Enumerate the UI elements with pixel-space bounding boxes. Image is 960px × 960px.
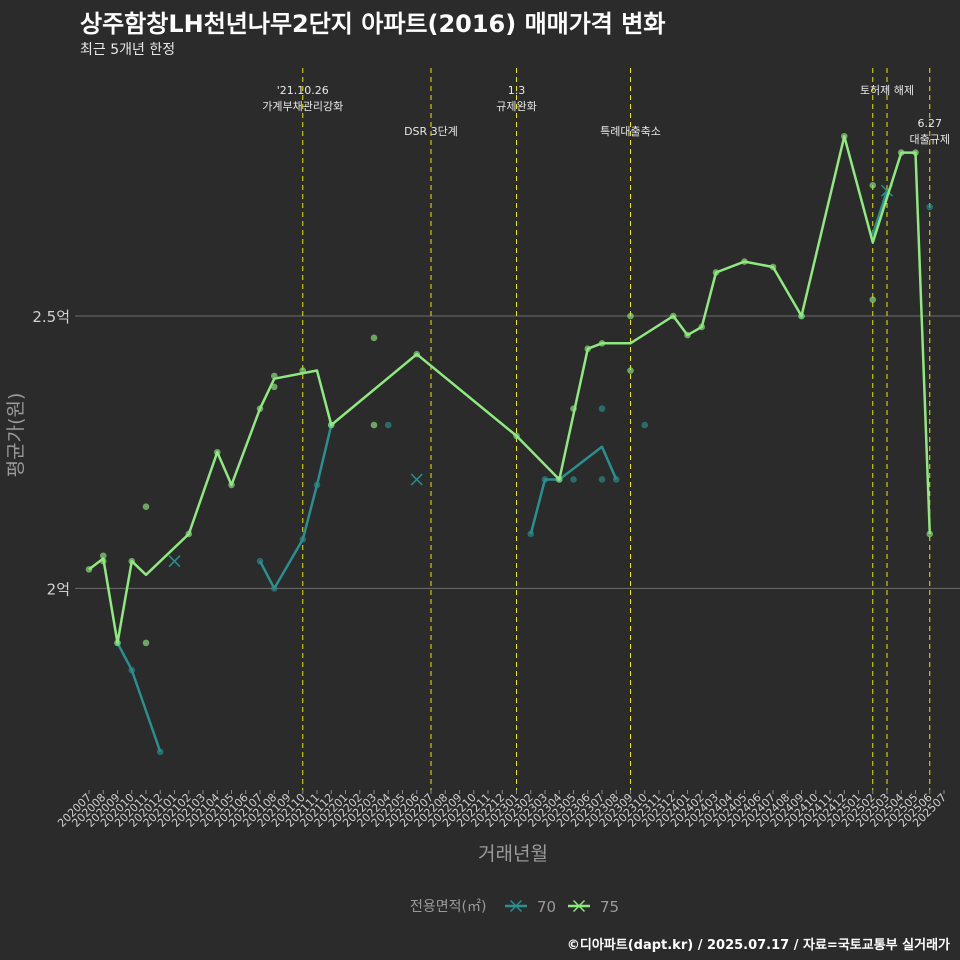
- series-75-point: [897, 149, 905, 156]
- series-75-point: [185, 530, 193, 538]
- legend-label-70: 70: [537, 898, 556, 916]
- marker-stroke: [410, 473, 423, 486]
- y-axis-label: 평균가(원): [5, 393, 27, 478]
- series-75-point: [299, 367, 307, 374]
- series-75-point: [513, 432, 520, 440]
- series-75-point: [627, 312, 634, 320]
- series-70-point: [256, 557, 264, 565]
- source-caption: ©디아파트(dapt.kr) / 2025.07.17 / 자료=국토교통부 실…: [566, 938, 950, 953]
- series-75-point: [142, 639, 150, 647]
- legend-label-75: 75: [600, 898, 619, 916]
- series-70-line: [871, 190, 889, 235]
- series-70-point: [641, 421, 649, 429]
- series-70-point: [570, 476, 577, 483]
- series-75-point: [128, 557, 136, 565]
- event-label: 특례대출축소: [600, 125, 661, 138]
- series-75-point: [741, 258, 748, 265]
- series-70-point: [313, 481, 321, 489]
- series-70-marker: [410, 473, 423, 486]
- series-70-point: [128, 666, 136, 674]
- series-70-point: [598, 476, 606, 483]
- series-75-point: [869, 181, 877, 189]
- series-75-point: [256, 405, 264, 412]
- series-75-point: [99, 552, 107, 560]
- series-75-point: [840, 132, 848, 140]
- series-70-line: [258, 424, 333, 590]
- series-70-point: [270, 585, 278, 592]
- series-75-point: [598, 339, 606, 347]
- series-75-point: [413, 350, 421, 358]
- series-75-point: [327, 421, 335, 429]
- series-75-point: [99, 557, 107, 565]
- series-75-point: [270, 383, 278, 391]
- legend: 전용면적(㎡) 70 75: [410, 898, 619, 916]
- series-70-point: [612, 476, 620, 483]
- series-75-point: [627, 367, 634, 374]
- event-label: '21.10.26: [277, 84, 329, 97]
- series-70-point: [156, 748, 164, 756]
- event-label: 규제완화: [496, 100, 536, 113]
- series-75-point: [712, 269, 720, 276]
- x-axis-label: 거래년월: [478, 843, 548, 865]
- chart-subtitle: 최근 5개년 한정: [80, 42, 176, 58]
- axis-layer: 2억2.5억2020072020082020092020102020112020…: [32, 308, 949, 830]
- series-75-point: [769, 263, 777, 271]
- series-75-point: [584, 345, 592, 353]
- series-75-point: [85, 566, 93, 573]
- event-label: 토허제 해제: [860, 83, 914, 97]
- marker-stroke: [168, 555, 181, 568]
- series-70-line: [529, 445, 618, 535]
- series-75-line: [88, 135, 932, 645]
- series-70-line: [116, 642, 162, 753]
- series-70-point: [541, 476, 549, 483]
- series-75-point: [270, 372, 278, 380]
- legend-title: 전용면적(㎡): [410, 899, 486, 915]
- y-tick-label: 2억: [47, 580, 70, 598]
- series-75-point: [798, 312, 805, 320]
- series-75-point: [370, 334, 378, 342]
- event-label: 가계부채관리강화: [262, 100, 343, 113]
- series-75-point: [213, 448, 221, 456]
- series-70-point: [598, 405, 606, 412]
- series-75-point: [142, 503, 150, 511]
- grid-layer: [75, 315, 960, 589]
- series-75-point: [698, 323, 706, 331]
- event-label: DSR 3단계: [404, 125, 458, 138]
- series-75-point: [926, 530, 934, 538]
- series-70-point: [299, 536, 307, 543]
- series-75-point: [669, 312, 677, 320]
- series-75-point: [912, 149, 919, 156]
- chart-title: 상주함창LH천년나무2단지 아파트(2016) 매매가격 변화: [80, 10, 666, 38]
- event-label: 1.3: [508, 84, 526, 97]
- series-75-point: [570, 405, 577, 412]
- series-75-point: [684, 331, 691, 339]
- series-75-point: [114, 639, 121, 647]
- event-label: 6.27: [918, 117, 943, 130]
- series-70-point: [926, 203, 934, 211]
- series-70-marker: [168, 555, 181, 568]
- event-label: 대출규제: [910, 133, 950, 146]
- series-75-point: [370, 421, 378, 429]
- series-75-point: [555, 476, 563, 483]
- series-75-point: [228, 481, 235, 489]
- series-70-point: [384, 421, 392, 429]
- y-tick-label: 2.5억: [32, 308, 70, 326]
- series-75-point: [869, 296, 877, 304]
- series-70-point: [527, 530, 535, 538]
